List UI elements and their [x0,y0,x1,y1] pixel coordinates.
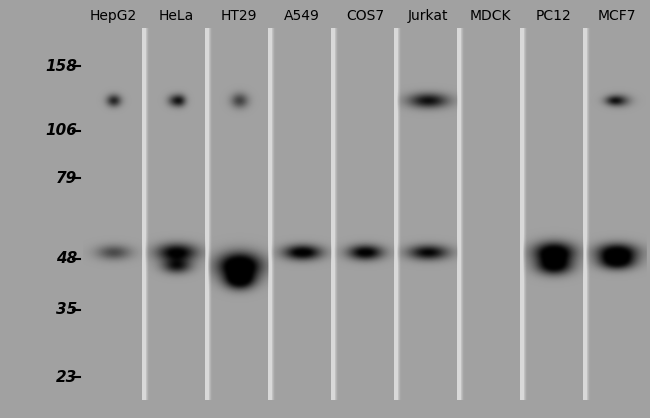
Text: PC12: PC12 [536,9,571,23]
Text: HepG2: HepG2 [90,9,137,23]
Text: 106: 106 [45,123,77,138]
Text: A549: A549 [284,9,320,23]
Text: 23: 23 [56,370,77,385]
Text: MDCK: MDCK [470,9,512,23]
Text: MCF7: MCF7 [597,9,636,23]
Text: COS7: COS7 [346,9,384,23]
Text: 35: 35 [56,302,77,317]
Text: 158: 158 [45,59,77,74]
Text: 48: 48 [56,251,77,266]
Text: HeLa: HeLa [159,9,194,23]
Text: Jurkat: Jurkat [408,9,448,23]
Text: 79: 79 [56,171,77,186]
Text: HT29: HT29 [221,9,257,23]
